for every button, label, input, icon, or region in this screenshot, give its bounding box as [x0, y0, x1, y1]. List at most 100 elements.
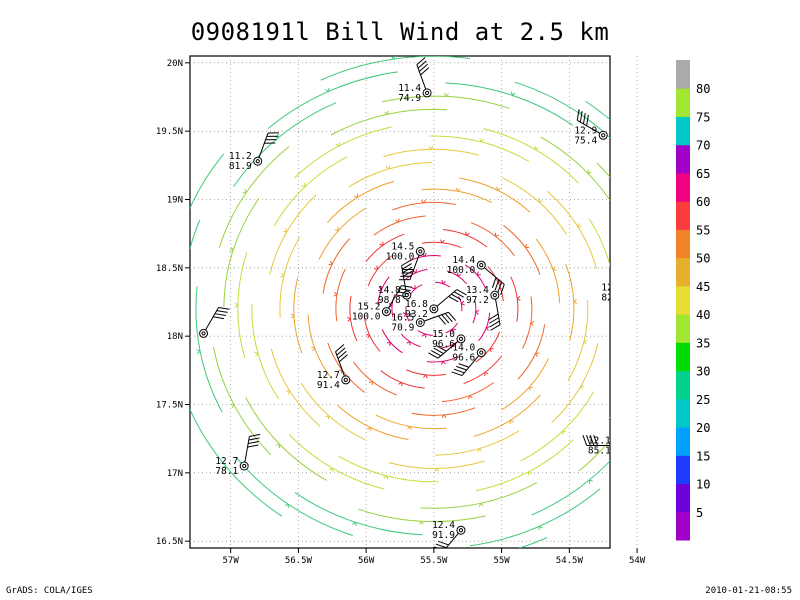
barb-feather	[401, 285, 413, 288]
barb-staff	[576, 119, 604, 136]
colorbar-swatch	[676, 172, 690, 202]
station-pressure-label: 100.0	[447, 265, 476, 276]
streamline-arrow	[180, 285, 183, 289]
observation-station: 12.975.4	[574, 109, 608, 146]
barb-staff	[257, 132, 269, 162]
barb-feather	[248, 437, 260, 441]
streamline-arrow	[465, 231, 470, 236]
streamline	[441, 382, 495, 403]
lat-tick-label: 17.5N	[156, 401, 183, 411]
streamline-arrow	[402, 312, 407, 318]
station-pressure-label: 93.2	[405, 309, 428, 320]
streamline-arrow	[379, 241, 384, 246]
barb-feather	[247, 444, 259, 448]
barb-feather	[638, 318, 645, 327]
barb-feather	[335, 344, 345, 353]
colorbar-label: 5	[696, 506, 703, 520]
streamline	[531, 460, 610, 516]
streamline	[435, 430, 520, 456]
observation-station: 14.096.6	[451, 343, 486, 377]
streamline-arrow	[530, 321, 535, 326]
streamline-arrow	[311, 346, 316, 352]
colorbar-label: 20	[696, 421, 710, 435]
streamline-arrow	[411, 285, 416, 290]
station-speed-label: 14.8	[378, 285, 401, 296]
station-marker	[253, 156, 263, 166]
station-marker-inner	[615, 444, 618, 447]
barb-feather	[399, 288, 411, 291]
colorbar-swatch	[676, 257, 690, 287]
station-marker	[239, 461, 249, 471]
streamline-arrow	[489, 348, 494, 353]
streamline	[621, 259, 630, 365]
station-marker-inner	[458, 336, 464, 341]
station-pressure-label: 81.9	[229, 161, 252, 172]
streamline	[465, 264, 486, 289]
barb-feather	[213, 316, 225, 320]
colorbar-label: 55	[696, 223, 710, 237]
streamline	[502, 177, 567, 235]
colorbar-swatch	[676, 370, 690, 400]
station-pressure-label: 91.4	[317, 380, 340, 391]
lon-tick-label: 56.5W	[285, 556, 313, 566]
streamline-arrow	[484, 371, 489, 377]
streamline-arrow	[455, 187, 461, 192]
colorbar-label: 75	[696, 110, 710, 124]
barb-staff	[409, 251, 421, 280]
barb-feather	[218, 306, 230, 310]
lat-tick-label: 16.5N	[156, 537, 183, 547]
colorbar-swatch	[676, 144, 690, 174]
streamline-arrow	[524, 244, 530, 249]
barb-feather	[441, 314, 450, 324]
streamline	[337, 405, 409, 441]
barb-staff	[416, 64, 428, 94]
station-pressure-label: 70.9	[391, 323, 414, 334]
streamline-arrow	[496, 186, 501, 191]
streamline-arrow	[183, 214, 187, 219]
station-marker	[476, 348, 486, 358]
station-marker	[415, 318, 425, 327]
streamline-arrow	[385, 165, 391, 170]
station-speed-label: 14.0	[452, 343, 475, 354]
station-marker-inner	[343, 377, 348, 382]
barb-staff	[401, 265, 408, 296]
streamline	[388, 460, 485, 469]
streamline	[300, 382, 366, 441]
streamline	[510, 276, 519, 322]
station-marker	[341, 375, 351, 385]
streamline	[358, 508, 486, 523]
barb-staff	[461, 352, 482, 376]
station-marker	[626, 288, 634, 296]
streamline	[420, 482, 538, 509]
streamline	[335, 268, 346, 322]
colorbar-label: 30	[696, 365, 710, 379]
streamline	[540, 136, 610, 202]
barb-feather	[635, 312, 642, 321]
streamline-arrow	[667, 264, 671, 268]
streamline-arrow	[587, 169, 592, 174]
barb-feather	[401, 259, 412, 267]
streamline-arrow	[552, 266, 557, 271]
streamline-arrow	[407, 426, 412, 430]
streamline	[400, 333, 421, 348]
barb-feather	[637, 315, 644, 324]
station-speed-label: 12.7	[317, 370, 340, 381]
barb-feather	[586, 435, 591, 446]
station-marker-inner	[255, 159, 260, 164]
streamline-arrow	[333, 291, 338, 297]
station-marker-inner	[418, 249, 423, 254]
barb-feather	[451, 293, 462, 300]
streamline	[190, 408, 283, 517]
barb-feather	[453, 291, 464, 298]
streamline	[446, 270, 467, 285]
colorbar-label: 35	[696, 336, 710, 350]
streamline-arrow	[494, 232, 499, 237]
lon-tick-label: 54.5W	[556, 556, 584, 566]
barb-feather	[633, 309, 640, 318]
barb-feather	[402, 266, 413, 274]
streamline	[245, 397, 328, 481]
streamline-arrow	[534, 145, 539, 150]
lat-tick-label: 19.5N	[156, 127, 183, 137]
lat-tick-label: 19N	[167, 196, 183, 206]
